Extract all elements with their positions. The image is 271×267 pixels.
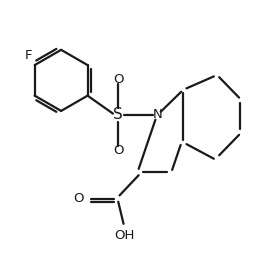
Text: OH: OH bbox=[115, 229, 135, 242]
Text: S: S bbox=[113, 107, 123, 122]
Text: O: O bbox=[73, 192, 84, 205]
Text: O: O bbox=[113, 144, 124, 157]
Text: O: O bbox=[113, 73, 124, 85]
Text: F: F bbox=[25, 49, 33, 62]
Text: N: N bbox=[153, 108, 163, 121]
